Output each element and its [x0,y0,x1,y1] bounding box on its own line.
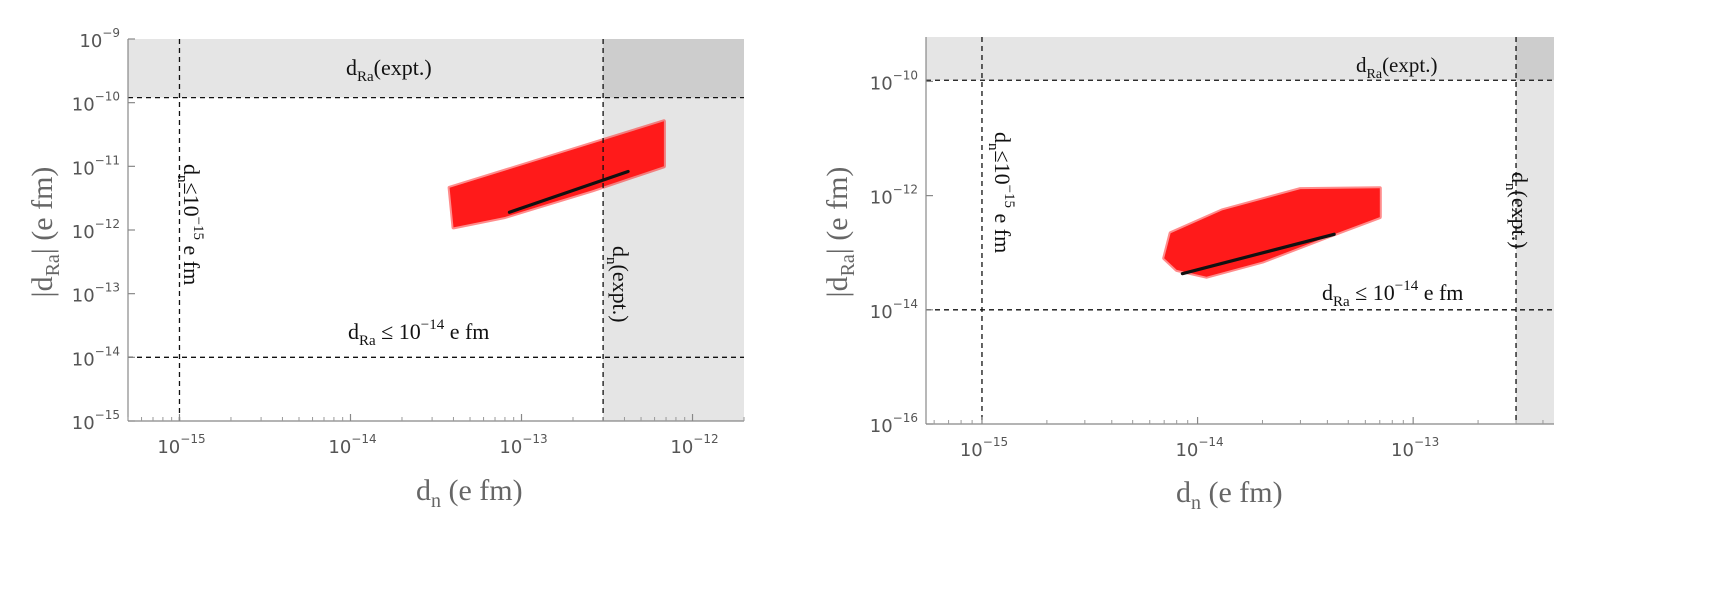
x-tick-label: 10−14 [1175,435,1223,461]
x-axis-label: dn (e fm) [416,474,523,512]
excluded-band-2 [603,39,744,421]
x-axis-label: dn (e fm) [1176,476,1283,514]
y-tick-label: 10−12 [870,183,918,209]
x-tick-label: 10−13 [1391,435,1439,461]
fit-line [1180,232,1336,276]
x-tick-label: 10−15 [157,432,205,458]
annotation-dra-expt: dRa(expt.) [1356,53,1437,82]
excluded-band-2 [1516,37,1554,424]
chart-panel-2: 10−15 10−14 10−13 10−16 10−14 10−12 10−10 dn (e… [821,37,1554,514]
annotation-dn-bound: dn≤10−15 e fm [985,132,1017,253]
y-tick-label: 10−10 [72,90,120,116]
excluded-band-1 [926,37,1554,81]
fit-line [507,169,630,214]
y-axis-label: |dRa| (e fm) [26,167,64,298]
scatter-region [447,119,666,230]
annotation-dra-expt: dRa(expt.) [346,55,432,85]
y-tick-label: 10−11 [72,153,120,179]
y-tick-label: 10−13 [72,281,120,307]
annotation-dra-bound: dRa ≤ 10−14 e fm [348,317,489,349]
excluded-band-1 [128,39,744,98]
annotation-dn-expt: dn(expt.) [603,246,633,323]
y-tick-label: 10−10 [870,68,918,94]
y-tick-label: 10−16 [870,411,918,437]
annotation-dn-expt: dn(expt.) [1502,172,1532,249]
annotation-dra-bound: dRa ≤ 10−14 e fm [1322,278,1463,310]
scatter-region [1162,186,1382,279]
y-axis-label: |dRa| (e fm) [821,167,859,298]
y-tick-label: 10−15 [72,408,120,434]
y-tick-label: 10−14 [870,297,918,323]
y-tick-label: 10−9 [79,26,120,52]
annotation-dn-bound: dn≤10−15 e fm [174,164,206,285]
x-tick-label: 10−14 [328,432,376,458]
chart-panel-1: 10−15 10−14 10−13 10−12 10−15 10−14 10−13 10−12… [26,26,745,512]
x-tick-label: 10−15 [960,435,1008,461]
y-tick-label: 10−12 [72,217,120,243]
y-tick-label: 10−14 [72,344,120,370]
x-tick-label: 10−13 [499,432,547,458]
x-tick-label: 10−12 [670,432,718,458]
